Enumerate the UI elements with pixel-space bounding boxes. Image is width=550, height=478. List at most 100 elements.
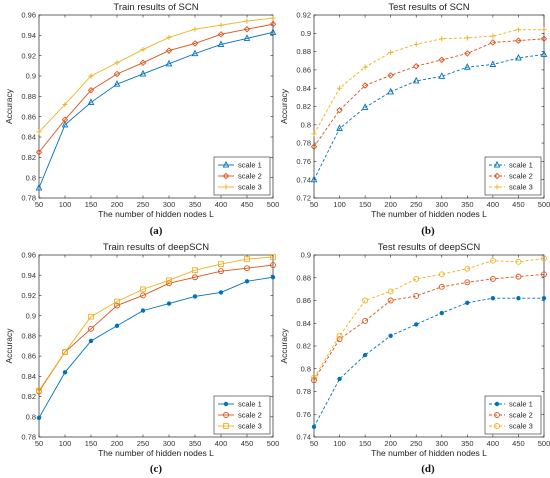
series-2 [310, 35, 548, 150]
data-point [541, 27, 547, 33]
data-point [166, 280, 172, 287]
data-point [438, 72, 446, 79]
data-point [515, 273, 522, 280]
data-point [489, 257, 496, 264]
x-tick-label: 150 [85, 200, 98, 209]
data-point [61, 116, 69, 123]
x-tick-label: 350 [461, 439, 474, 448]
y-tick-label: 0.88 [296, 273, 311, 282]
series-1 [36, 275, 276, 420]
legend-label: scale 2 [238, 411, 262, 420]
data-point [388, 49, 394, 56]
data-point [114, 323, 120, 328]
series-1 [311, 296, 547, 429]
data-point [438, 283, 445, 290]
data-point [388, 333, 393, 338]
data-point [361, 103, 369, 110]
legend-marker [494, 401, 500, 407]
data-point [61, 120, 69, 128]
y-axis-label: Accuracy [279, 328, 289, 364]
x-tick-label: 200 [111, 200, 124, 209]
x-tick-label: 250 [137, 200, 150, 209]
data-point [140, 292, 146, 299]
data-point [387, 87, 394, 95]
data-point [464, 63, 471, 70]
y-tick-label: 0.8 [26, 173, 36, 182]
data-point [191, 49, 199, 57]
x-tick-label: 100 [333, 439, 346, 448]
data-point [217, 40, 225, 48]
caption-a: (a) [150, 225, 163, 237]
x-tick-label: 100 [59, 200, 72, 209]
x-tick-label: 200 [111, 439, 124, 448]
caption-b: (b) [421, 225, 435, 237]
legend-label: scale 3 [238, 422, 262, 431]
y-tick-label: 0.72 [296, 194, 311, 203]
legend-marker [222, 160, 230, 168]
x-tick-label: 150 [359, 439, 372, 448]
data-point [310, 143, 318, 150]
data-point [270, 15, 276, 21]
y-tick-label: 0.92 [21, 291, 36, 300]
data-point [140, 46, 146, 53]
data-point [218, 268, 224, 275]
data-point [165, 47, 173, 54]
x-tick-label: 450 [512, 439, 525, 448]
series-line [38, 256, 274, 391]
data-point [541, 271, 547, 278]
caption-d: (d) [421, 463, 435, 475]
x-tick-label: 400 [215, 200, 228, 209]
data-point [244, 279, 250, 284]
y-tick-label: 0.94 [21, 271, 36, 280]
data-point [270, 262, 276, 269]
y-tick-label: 0.84 [296, 319, 311, 328]
y-tick-label: 0.84 [21, 372, 36, 381]
data-point [438, 271, 445, 278]
data-point [362, 64, 368, 70]
y-tick-label: 0.9 [26, 72, 36, 81]
x-tick-label: 400 [487, 439, 500, 448]
y-tick-label: 0.9 [301, 29, 311, 38]
legend-label: scale 3 [238, 183, 262, 192]
legend-item: scale 3 [218, 422, 262, 431]
data-point [464, 265, 471, 272]
x-tick-label: 150 [359, 200, 372, 209]
y-tick-label: 0.82 [296, 342, 311, 351]
chart-title: Test results of SCN [388, 2, 469, 13]
data-point [310, 175, 318, 183]
x-tick-label: 350 [189, 439, 202, 448]
data-point [361, 82, 369, 89]
data-point [489, 275, 496, 282]
data-point [243, 34, 251, 41]
data-point [387, 297, 394, 304]
series-line [313, 257, 545, 379]
data-point [139, 69, 147, 77]
chart-panel-d: Test results of deepSCN 50 100 150 200 250 300… [279, 242, 550, 458]
data-point [515, 258, 522, 265]
data-point [244, 265, 250, 272]
legend-label: scale 2 [238, 172, 262, 181]
data-point [362, 297, 369, 304]
x-tick-label: 50 [310, 439, 318, 448]
x-tick-label: 100 [333, 200, 346, 209]
x-tick-label: 500 [538, 200, 550, 209]
data-point [114, 298, 120, 305]
data-point [166, 34, 172, 40]
series-line [313, 29, 544, 135]
data-point [192, 274, 198, 281]
legend-marker [223, 184, 229, 190]
legend-item: scale 2 [218, 411, 262, 420]
y-tick-label: 0.84 [21, 133, 36, 142]
data-point [336, 106, 343, 114]
legend-label: scale 1 [509, 161, 533, 170]
y-tick-label: 0.78 [296, 387, 311, 396]
data-point [113, 70, 121, 78]
legend-item: scale 2 [489, 172, 533, 181]
data-point [413, 275, 420, 282]
y-tick-label: 0.96 [21, 251, 36, 260]
data-point [88, 338, 94, 344]
data-point [489, 60, 497, 67]
y-tick-label: 0.78 [21, 433, 36, 442]
data-point [192, 294, 198, 299]
data-point [438, 56, 446, 64]
